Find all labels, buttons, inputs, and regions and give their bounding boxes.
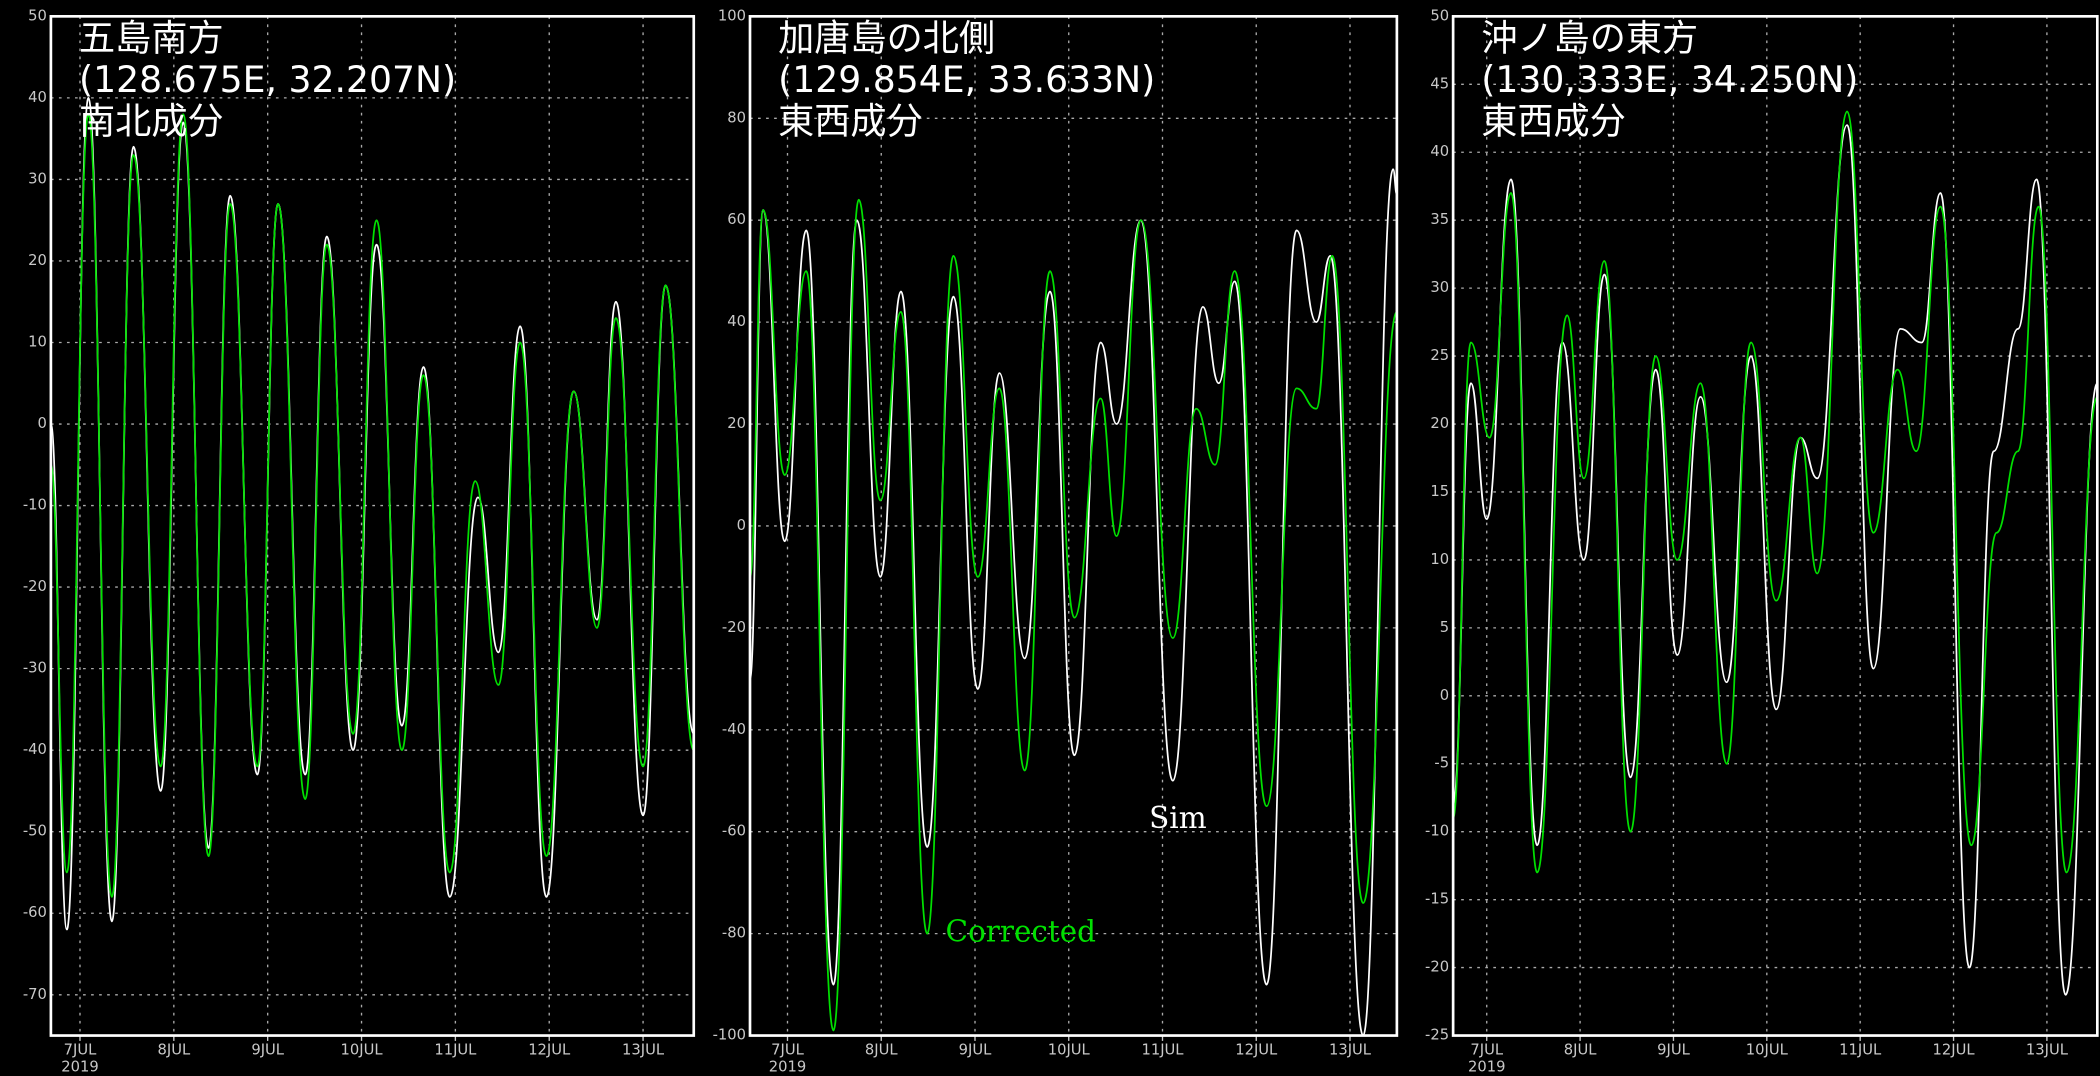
x-tick-label: 11JUL xyxy=(1839,1041,1882,1058)
x-tick-label: 10JUL xyxy=(1746,1041,1789,1058)
y-tick-label: -15 xyxy=(1425,891,1449,908)
y-tick-label: -70 xyxy=(23,986,47,1003)
x-tick-label: 7JUL xyxy=(771,1041,804,1058)
x-tick-label: 11JUL xyxy=(434,1041,477,1058)
x-tick-label: 12JUL xyxy=(1933,1041,1976,1058)
y-tick-label: -80 xyxy=(722,925,746,942)
x-tick-label: 9JUL xyxy=(1657,1041,1690,1058)
y-tick-label: -30 xyxy=(23,660,47,677)
x-tick-label: 13JUL xyxy=(1329,1041,1372,1058)
y-tick-label: 40 xyxy=(727,313,746,330)
panel-title: 加唐島の北側 xyxy=(778,16,995,59)
y-tick-label: 10 xyxy=(28,333,47,350)
y-tick-label: 50 xyxy=(28,7,47,24)
panel-title: 沖ノ島の東方 xyxy=(1481,16,1698,59)
x-tick-label: 9JUL xyxy=(251,1041,284,1058)
y-tick-label: 0 xyxy=(38,415,47,432)
y-tick-label: -5 xyxy=(1434,755,1449,772)
x-tick-label: 9JUL xyxy=(959,1041,992,1058)
panel-title: 五島南方 xyxy=(79,16,224,59)
y-tick-label: 25 xyxy=(1430,347,1449,364)
y-tick-label: -50 xyxy=(23,823,47,840)
y-tick-label: 5 xyxy=(1440,619,1449,636)
panel: -70 -60 -50 -40 -30 -20 -10 0 10 20 30 40 50 7JUL 8JUL… xyxy=(23,7,696,1076)
y-tick-label: 40 xyxy=(1430,143,1449,160)
y-tick-label: -100 xyxy=(713,1027,746,1044)
y-tick-label: 50 xyxy=(1430,7,1449,24)
y-tick-label: -10 xyxy=(1425,823,1449,840)
y-tick-label: 10 xyxy=(1430,551,1449,568)
x-tick-label: 10JUL xyxy=(1048,1041,1091,1058)
y-tick-label: 30 xyxy=(1430,279,1449,296)
x-year-label: 2019 xyxy=(1468,1059,1505,1076)
panel-subtitle: (129.854E, 33.633N) xyxy=(778,58,1155,101)
x-tick-label: 8JUL xyxy=(865,1041,898,1058)
series-line xyxy=(1453,124,2098,996)
y-tick-label: 20 xyxy=(1430,415,1449,432)
y-tick-label: 0 xyxy=(737,517,746,534)
series-line xyxy=(750,198,1397,1032)
x-tick-label: 13JUL xyxy=(622,1041,665,1058)
y-tick-label: -40 xyxy=(722,721,746,738)
y-tick-label: 15 xyxy=(1430,483,1449,500)
panel-subtitle: (130,333E, 34.250N) xyxy=(1481,58,1858,101)
panel-component: 東西成分 xyxy=(778,99,923,142)
y-tick-label: 20 xyxy=(727,415,746,432)
frame xyxy=(49,15,696,1037)
panel-component: 東西成分 xyxy=(1481,99,1626,142)
x-year-label: 2019 xyxy=(769,1059,806,1076)
y-tick-label: 100 xyxy=(718,7,746,24)
y-tick-label: 0 xyxy=(1440,687,1449,704)
y-tick-label: -25 xyxy=(1425,1027,1449,1044)
y-tick-label: 60 xyxy=(727,211,746,228)
x-tick-label: 7JUL xyxy=(64,1041,97,1058)
y-tick-label: 20 xyxy=(28,252,47,269)
series-line xyxy=(50,113,694,898)
series-line xyxy=(1453,110,2098,874)
series-line xyxy=(50,97,694,931)
frame xyxy=(1451,15,2099,1037)
series-line xyxy=(750,168,1397,1036)
y-tick-label: -20 xyxy=(1425,959,1449,976)
panel-subtitle: (128.675E, 32.207N) xyxy=(79,58,456,101)
x-tick-label: 11JUL xyxy=(1141,1041,1184,1058)
series-label: Corrected xyxy=(946,915,1096,949)
x-tick-label: 12JUL xyxy=(528,1041,571,1058)
panel: -100 -80 -60 -40 -20 0 20 40 60 80 100 7JUL 8JUL 9JUL… xyxy=(713,7,1399,1076)
x-tick-label: 7JUL xyxy=(1470,1041,1503,1058)
y-tick-label: -40 xyxy=(23,741,47,758)
y-tick-label: 35 xyxy=(1430,211,1449,228)
y-tick-label: -10 xyxy=(23,497,47,514)
x-tick-label: 12JUL xyxy=(1235,1041,1278,1058)
y-tick-label: 40 xyxy=(28,89,47,106)
x-year-label: 2019 xyxy=(61,1059,98,1076)
panel-component: 南北成分 xyxy=(79,99,224,142)
x-tick-label: 8JUL xyxy=(157,1041,190,1058)
x-tick-label: 8JUL xyxy=(1564,1041,1597,1058)
x-tick-label: 10JUL xyxy=(341,1041,384,1058)
y-tick-label: 80 xyxy=(727,109,746,126)
frame xyxy=(748,15,1399,1037)
y-tick-label: -20 xyxy=(722,619,746,636)
y-tick-label: 30 xyxy=(28,170,47,187)
panel: -25 -20 -15 -10 -5 0 5 10 15 20 25 30 35 40 45 50 7JUL 8J… xyxy=(1425,7,2099,1076)
series-label: Sim xyxy=(1149,801,1207,835)
y-tick-label: -60 xyxy=(722,823,746,840)
x-tick-label: 13JUL xyxy=(2026,1041,2069,1058)
y-tick-label: -60 xyxy=(23,904,47,921)
y-tick-label: -20 xyxy=(23,578,47,595)
y-tick-label: 45 xyxy=(1430,75,1449,92)
